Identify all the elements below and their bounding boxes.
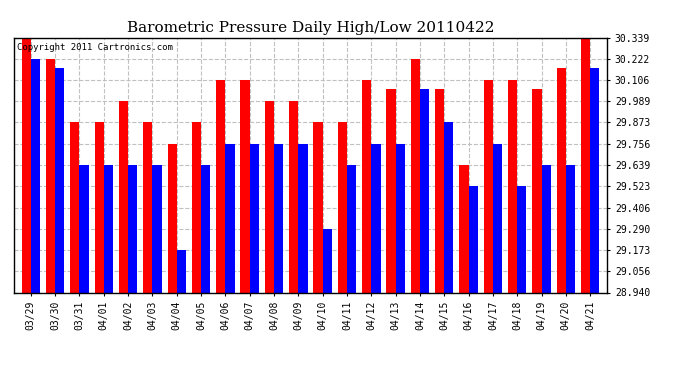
Bar (337, 123, 347, 292)
Bar (484, 80, 493, 292)
Bar (532, 89, 542, 292)
Bar (581, 38, 590, 292)
Bar (542, 165, 551, 292)
Bar (70, 123, 79, 292)
Bar (274, 144, 284, 292)
Bar (347, 165, 356, 292)
Bar (420, 89, 429, 292)
Bar (201, 165, 210, 292)
Bar (177, 250, 186, 292)
Bar (557, 68, 566, 292)
Bar (298, 144, 308, 292)
Bar (395, 144, 405, 292)
Bar (386, 89, 395, 292)
Bar (128, 165, 137, 292)
Bar (265, 101, 274, 292)
Bar (460, 165, 469, 292)
Bar (508, 80, 518, 292)
Bar (240, 80, 250, 292)
Text: Copyright 2011 Cartronics.com: Copyright 2011 Cartronics.com (17, 43, 172, 52)
Bar (289, 101, 298, 292)
Bar (444, 123, 453, 292)
Bar (313, 123, 323, 292)
Bar (144, 123, 152, 292)
Title: Barometric Pressure Daily High/Low 20110422: Barometric Pressure Daily High/Low 20110… (127, 21, 494, 35)
Bar (152, 165, 161, 292)
Bar (323, 229, 332, 292)
Bar (371, 144, 381, 292)
Bar (46, 59, 55, 292)
Bar (95, 123, 103, 292)
Bar (493, 144, 502, 292)
Bar (55, 68, 64, 292)
Bar (31, 59, 40, 292)
Bar (192, 123, 201, 292)
Bar (104, 165, 113, 292)
Bar (21, 38, 31, 292)
Bar (566, 165, 575, 292)
Bar (518, 186, 526, 292)
Bar (362, 80, 371, 292)
Bar (226, 144, 235, 292)
Bar (411, 59, 420, 292)
Bar (469, 186, 477, 292)
Bar (435, 89, 444, 292)
Bar (590, 68, 600, 292)
Bar (168, 144, 177, 292)
Bar (79, 165, 89, 292)
Bar (216, 80, 226, 292)
Bar (250, 144, 259, 292)
Bar (119, 101, 128, 292)
